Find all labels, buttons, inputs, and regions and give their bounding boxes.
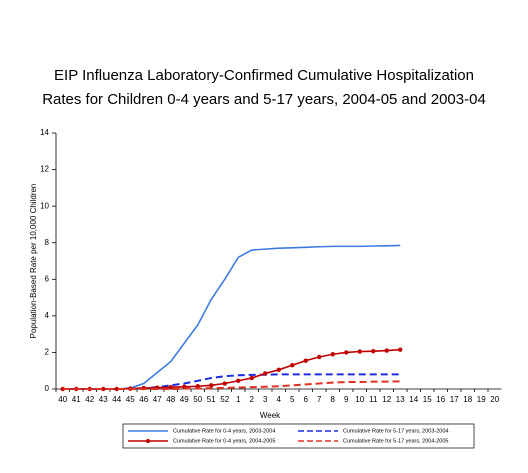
x-tick-label: 17	[450, 395, 459, 404]
data-point	[236, 378, 241, 383]
x-tick-label: 42	[85, 395, 94, 404]
legend-marker	[146, 439, 150, 443]
x-tick-label: 18	[463, 395, 472, 404]
x-tick-label: 40	[58, 395, 67, 404]
data-point	[168, 384, 173, 390]
x-tick-label: 20	[490, 395, 499, 404]
data-point	[114, 386, 119, 392]
x-tick-label: 11	[369, 395, 378, 404]
data-point	[357, 349, 362, 354]
x-tick-label: 13	[396, 395, 405, 404]
x-tick-label: 12	[382, 395, 391, 404]
data-point	[263, 371, 268, 376]
data-point	[344, 350, 349, 355]
x-tick-label: 4	[277, 395, 282, 404]
series-line	[62, 244, 401, 390]
y-tick-label: 8	[45, 238, 50, 247]
y-tick-label: 6	[45, 274, 50, 283]
x-tick-label: 43	[99, 395, 108, 404]
chart-title: Rates for Children 0-4 years and 5-17 ye…	[42, 91, 486, 108]
x-tick-label: 2	[250, 395, 255, 404]
y-tick-label: 14	[40, 128, 49, 137]
x-tick-label: 8	[331, 395, 336, 404]
x-tick-label: 10	[355, 395, 364, 404]
y-tick-label: 0	[45, 384, 50, 393]
x-tick-label: 46	[139, 395, 148, 404]
x-tick-label: 9	[344, 395, 349, 404]
data-point	[222, 381, 227, 386]
data-point	[371, 348, 376, 354]
x-tick-label: 48	[166, 395, 175, 404]
x-tick-label: 51	[207, 395, 216, 404]
series-line	[62, 380, 401, 390]
legend-label: Cumulative Rate for 5-17 years, 2003-200…	[343, 428, 448, 434]
x-tick-label: 52	[220, 395, 229, 404]
data-point	[195, 384, 200, 389]
x-tick-label: 45	[126, 395, 135, 404]
data-point	[384, 348, 389, 353]
data-point	[303, 358, 308, 363]
x-tick-label: 14	[409, 395, 418, 404]
x-tick-label: 1	[236, 395, 241, 404]
data-point	[330, 352, 335, 357]
legend-label: Cumulative Rate for 5-17 years, 2004-200…	[343, 438, 448, 444]
x-tick-label: 5	[290, 395, 295, 404]
data-point	[398, 347, 403, 352]
x-tick-label: 16	[436, 395, 445, 404]
x-tick-label: 49	[180, 395, 189, 404]
x-tick-label: 41	[72, 395, 81, 404]
legend-box	[122, 423, 475, 449]
legend-label: Cumulative Rate for 0-4 years, 2003-2004	[173, 428, 275, 434]
y-axis-title: Population-Based Rate per 10,000 Childre…	[29, 184, 38, 339]
data-point	[209, 383, 214, 388]
x-tick-label: 15	[423, 395, 432, 404]
x-axis-title: Week	[260, 411, 281, 420]
data-point	[249, 375, 254, 381]
x-tick-label: 19	[477, 395, 486, 404]
x-tick-label: 44	[112, 395, 121, 404]
data-point	[276, 367, 281, 372]
chart-title: EIP Influenza Laboratory-Confirmed Cumul…	[54, 67, 474, 84]
y-tick-label: 2	[45, 348, 50, 357]
x-tick-label: 50	[193, 395, 202, 404]
y-tick-label: 4	[45, 311, 50, 320]
series-line	[62, 348, 401, 390]
data-point	[290, 363, 295, 368]
x-tick-label: 3	[263, 395, 268, 404]
x-tick-label: 6	[304, 395, 309, 404]
x-tick-label: 7	[317, 395, 322, 404]
x-tick-label: 47	[153, 395, 162, 404]
data-point	[101, 386, 106, 392]
y-tick-label: 10	[40, 201, 49, 210]
y-tick-label: 12	[40, 165, 49, 174]
legend-label: Cumulative Rate for 0-4 years, 2004-2005	[173, 438, 275, 444]
data-point	[317, 354, 322, 360]
